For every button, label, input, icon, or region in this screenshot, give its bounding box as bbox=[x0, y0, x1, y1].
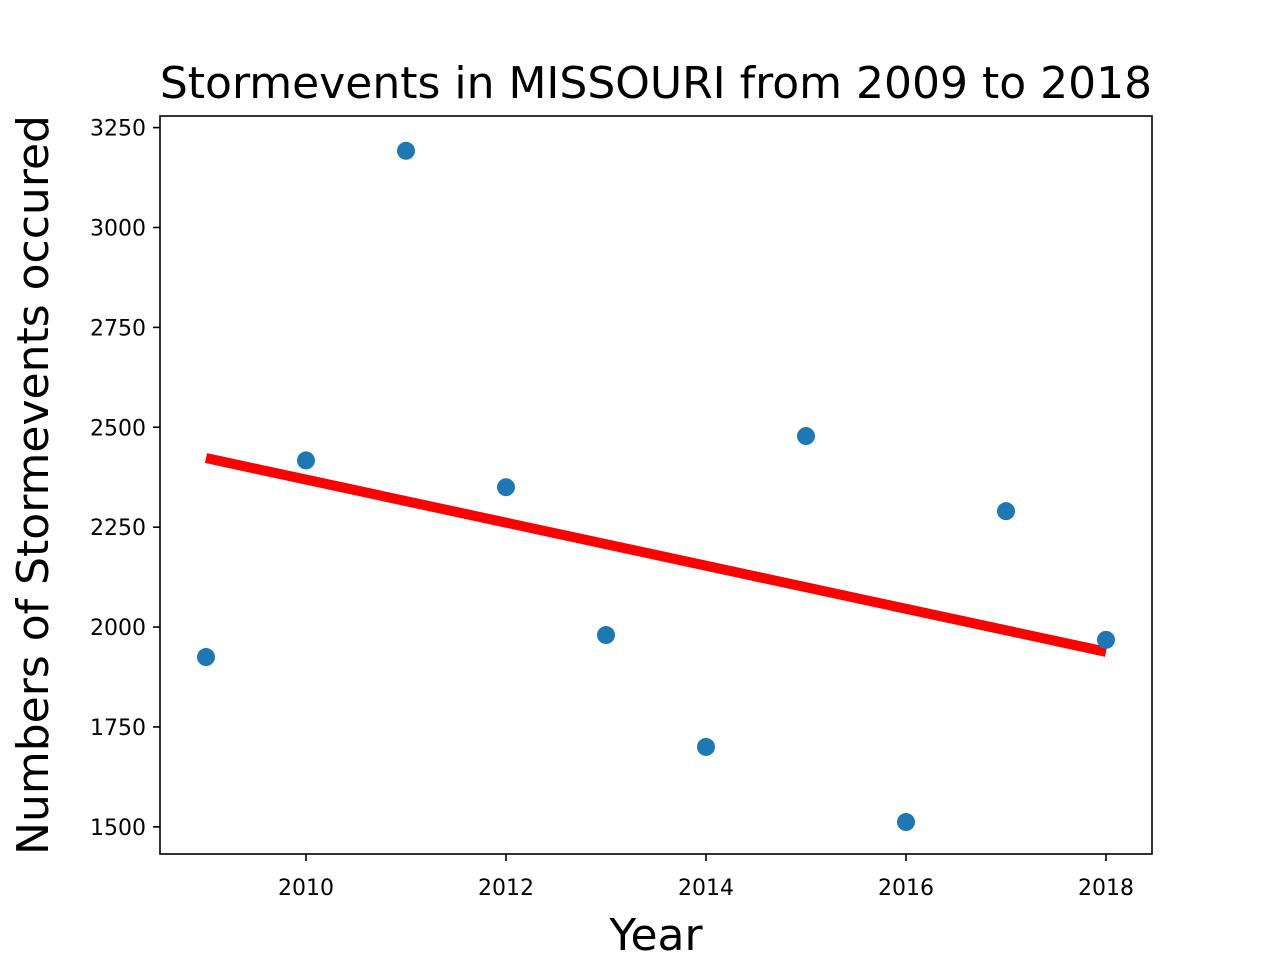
data-point bbox=[397, 141, 415, 160]
data-point bbox=[1097, 630, 1115, 649]
chart-title: Stormevents in MISSOURI from 2009 to 201… bbox=[160, 58, 1152, 109]
x-tick-label: 2016 bbox=[878, 876, 934, 901]
x-tick-label: 2010 bbox=[278, 876, 334, 901]
plot-frame bbox=[159, 115, 1153, 855]
y-tick-label: 2750 bbox=[90, 316, 146, 341]
data-point bbox=[697, 737, 715, 756]
scatter-points-layer bbox=[197, 141, 1115, 832]
data-point bbox=[197, 648, 215, 667]
trendline bbox=[204, 453, 1108, 657]
x-tick-label: 2018 bbox=[1078, 876, 1134, 901]
data-point bbox=[997, 502, 1015, 521]
x-axis-label: Year bbox=[608, 910, 703, 960]
y-axis-label: Numbers of Stormevents occured bbox=[8, 115, 59, 855]
y-tick-label: 3250 bbox=[90, 117, 146, 142]
y-tick-label: 3000 bbox=[90, 216, 146, 241]
data-point bbox=[897, 813, 915, 832]
data-point bbox=[497, 478, 515, 497]
x-tick-label: 2014 bbox=[678, 876, 734, 901]
trendline-layer bbox=[204, 453, 1108, 657]
y-tick-label: 2250 bbox=[90, 516, 146, 541]
data-point bbox=[297, 451, 315, 470]
y-tick-label: 1750 bbox=[90, 716, 146, 741]
x-axis-ticks: 2010 2012 2014 2016 2018 bbox=[278, 854, 1134, 901]
data-point bbox=[797, 427, 815, 446]
data-point bbox=[597, 626, 615, 645]
y-tick-label: 2500 bbox=[90, 416, 146, 441]
x-tick-label: 2012 bbox=[478, 876, 534, 901]
y-axis-ticks: 1500 1750 2000 2250 2500 2750 3000 3250 bbox=[90, 117, 160, 841]
y-tick-label: 1500 bbox=[90, 816, 146, 841]
y-tick-label: 2000 bbox=[90, 616, 146, 641]
